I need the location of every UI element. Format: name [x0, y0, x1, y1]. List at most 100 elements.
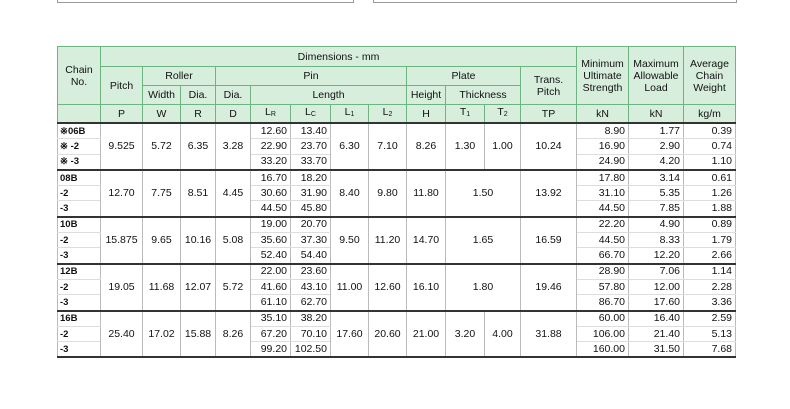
load-cell: 7.06 — [628, 263, 684, 280]
chain-row: 12B 19.05 11.68 12.07 5.72 22.00 23.60 11.00 12.… — [57, 263, 736, 312]
chain-row: -3 61.10 62.70 86.70 17.60 3.36 — [57, 294, 736, 312]
pin-dia-cell: 5.72 — [215, 263, 251, 312]
trans-pitch-cell: 19.46 — [520, 263, 577, 312]
header-cell: Minimum Ultimate Strength — [576, 46, 629, 105]
strength-cell: 44.50 — [576, 200, 629, 218]
chains-cell: -2 — [57, 232, 101, 249]
chain-row: -3 99.20 102.50 160.00 31.50 7.68 — [57, 341, 736, 359]
header-cell: Chain No. — [57, 46, 101, 105]
symbol-main: L — [344, 106, 351, 118]
strength-cell: 57.80 — [576, 279, 629, 296]
strength-cell: 106.00 — [576, 326, 629, 343]
strength-cell: 86.70 — [576, 294, 629, 312]
load-cell: 2.90 — [628, 138, 684, 155]
weight-cell: 2.66 — [683, 247, 736, 265]
roller-dia-cell: 15.88 — [180, 310, 216, 359]
chain-row: ※ -3 33.20 33.70 24.90 4.20 1.10 — [57, 154, 736, 171]
t1-cell: 1.30 — [445, 123, 485, 171]
width-cell: 5.72 — [142, 123, 181, 171]
roller-dia-cell: 6.35 — [180, 123, 216, 171]
lr-cell: 33.20 — [250, 154, 291, 171]
symbol-main: L — [265, 106, 271, 118]
thickness-cell: 1.80 — [445, 263, 521, 312]
lr-cell: 44.50 — [250, 200, 291, 218]
lc-cell: 37.30 — [290, 232, 331, 249]
pitch-cell: 9.525 — [100, 123, 143, 171]
lc-cell: 54.40 — [290, 247, 331, 265]
header-cell: Maximum Allowable Load — [628, 46, 684, 105]
thickness-cell: 1.65 — [445, 216, 521, 265]
l1-cell: 9.50 — [330, 216, 369, 265]
chains-cell: 10B — [57, 216, 101, 234]
header-cell: Thickness — [445, 85, 521, 105]
lc-cell: 13.40 — [290, 123, 331, 140]
header-cell: Length — [250, 85, 407, 105]
chain-group: 12B 19.05 11.68 12.07 5.72 22.00 23.60 11.00 12.… — [57, 263, 736, 312]
symbol-cell: D — [215, 104, 251, 124]
lr-cell: 12.60 — [250, 123, 291, 140]
input-box — [373, 0, 737, 3]
l1-cell: 8.40 — [330, 169, 369, 218]
input-box — [57, 0, 354, 3]
strength-cell: 160.00 — [576, 341, 629, 359]
symbol-cell: W — [142, 104, 181, 124]
load-cell: 3.14 — [628, 169, 684, 187]
symbol-cell: T2 — [484, 104, 521, 124]
load-cell: 12.20 — [628, 247, 684, 265]
t2-cell: 1.00 — [484, 123, 521, 171]
pin-dia-cell: 5.08 — [215, 216, 251, 265]
weight-cell: 5.13 — [683, 326, 736, 343]
symbol-row: P W R D LR LC L1 L2 H T1 T2 TP kN kN kg/m — [57, 104, 736, 124]
pitch-cell: 12.70 — [100, 169, 143, 218]
chain-group: 10B 15.875 9.65 10.16 5.08 19.00 20.70 9.50 11.2… — [57, 216, 736, 265]
width-cell: 7.75 — [142, 169, 181, 218]
lr-cell: 67.20 — [250, 326, 291, 343]
pitch-cell: 15.875 — [100, 216, 143, 265]
lc-cell: 23.70 — [290, 138, 331, 155]
height-cell: 14.70 — [406, 216, 446, 265]
lr-cell: 99.20 — [250, 341, 291, 359]
height-cell: 11.80 — [406, 169, 446, 218]
lc-cell: 23.60 — [290, 263, 331, 280]
weight-cell: 1.10 — [683, 154, 736, 171]
chains-cell: -2 — [57, 279, 101, 296]
strength-cell: 28.90 — [576, 263, 629, 280]
chain-row: 08B 12.70 7.75 8.51 4.45 16.70 18.20 8.40 9.80 11… — [57, 169, 736, 218]
symbol-sub: 1 — [350, 111, 355, 118]
chains-cell: 08B — [57, 169, 101, 187]
chain-group: 08B 12.70 7.75 8.51 4.45 16.70 18.20 8.40 9.80 11… — [57, 169, 736, 218]
symbol-sub: 2 — [503, 111, 508, 118]
strength-cell: 31.10 — [576, 185, 629, 202]
thickness-cell: 1.50 — [445, 169, 521, 218]
chains-cell: 16B — [57, 310, 101, 327]
header-cell: Pin — [215, 66, 407, 86]
weight-cell: 3.36 — [683, 294, 736, 312]
lr-cell: 61.10 — [250, 294, 291, 312]
t1-cell: 3.20 — [445, 310, 485, 359]
weight-cell: 2.28 — [683, 279, 736, 296]
header-cell: Dia. — [180, 85, 216, 105]
symbol-main: L — [382, 106, 389, 118]
chains-cell: ※06B — [57, 123, 101, 140]
chain-row: -2 41.60 43.10 57.80 12.00 2.28 — [57, 279, 736, 296]
header-cell: Dia. — [215, 85, 251, 105]
strength-cell: 17.80 — [576, 169, 629, 187]
chains-cell: -3 — [57, 247, 101, 265]
trans-pitch-cell: 31.88 — [520, 310, 577, 359]
symbol-cell: kN — [628, 104, 684, 124]
symbol-cell — [57, 104, 101, 124]
load-cell: 4.20 — [628, 154, 684, 171]
chain-row: ※ -2 22.90 23.70 16.90 2.90 0.74 — [57, 138, 736, 155]
height-cell: 8.26 — [406, 123, 446, 171]
symbol-sub: R — [270, 111, 276, 118]
chain-row: 16B 25.40 17.02 15.88 8.26 35.10 38.20 17.60 20.… — [57, 310, 736, 359]
symbol-main: L — [305, 106, 311, 118]
trans-pitch-cell: 13.92 — [520, 169, 577, 218]
chain-row: -2 35.60 37.30 44.50 8.33 1.79 — [57, 232, 736, 249]
lc-cell: 43.10 — [290, 279, 331, 296]
chain-table: Chain No. Dimensions - mm Minimum Ultima… — [57, 46, 736, 359]
symbol-cell: P — [100, 104, 143, 124]
strength-cell: 16.90 — [576, 138, 629, 155]
symbol-main: T — [459, 106, 467, 118]
width-cell: 11.68 — [142, 263, 181, 312]
